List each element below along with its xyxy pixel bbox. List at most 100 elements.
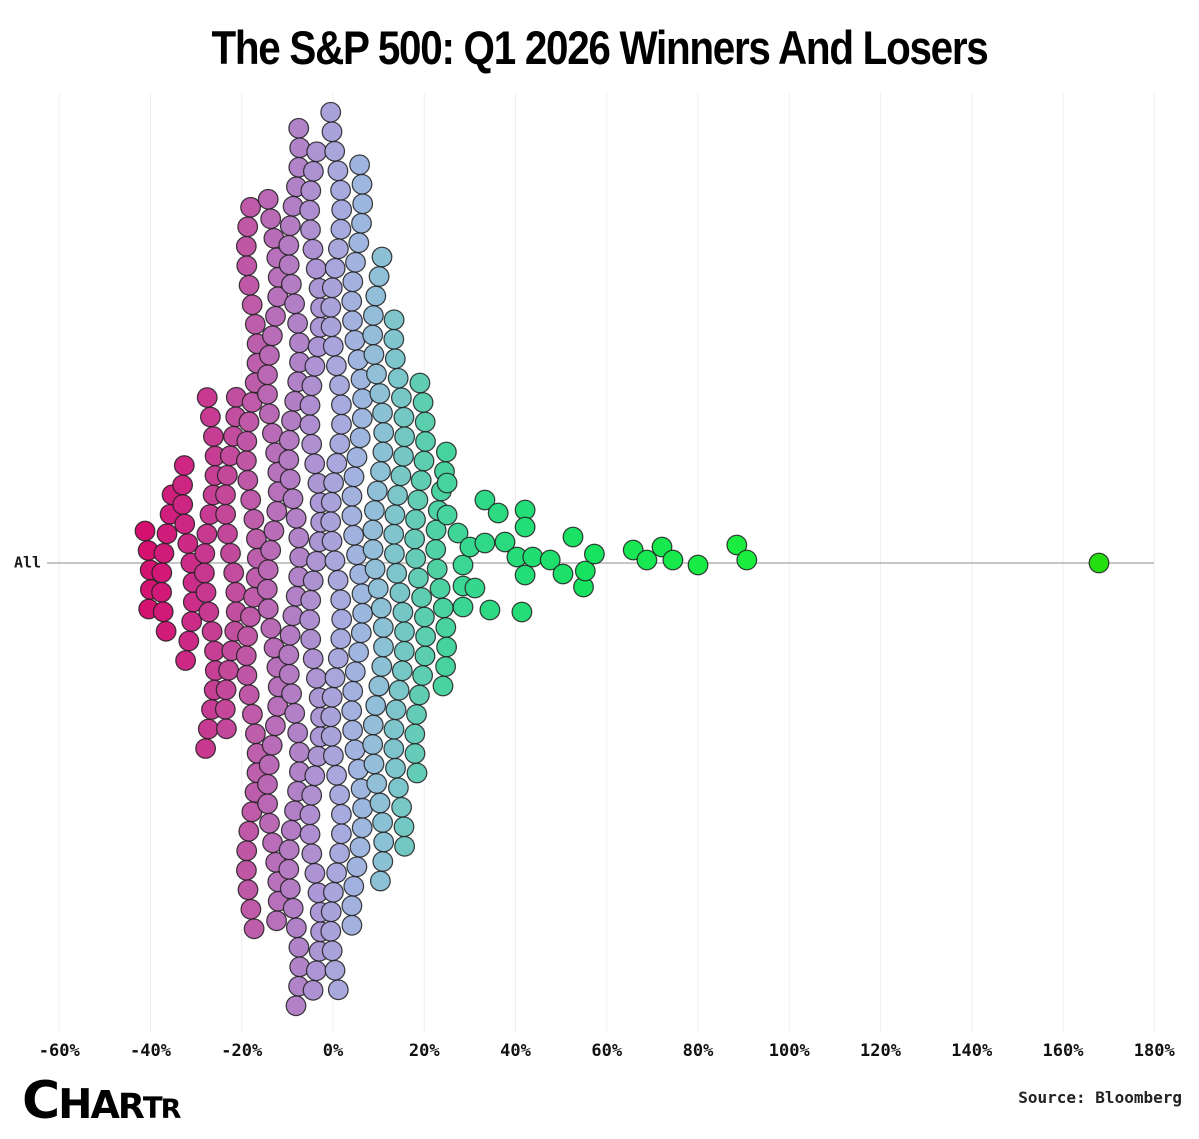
stock-dot [351, 407, 373, 429]
x-axis-tick-label: 180% [1133, 1041, 1175, 1061]
stock-dot [236, 664, 258, 686]
stock-dot [342, 680, 364, 702]
logo-letter: T [142, 1091, 163, 1125]
stock-dot [330, 218, 352, 240]
stock-dot [349, 154, 371, 176]
stock-dot [372, 402, 393, 424]
stock-dot [193, 562, 215, 584]
stock-dot [363, 753, 385, 775]
stock-dot [236, 255, 258, 277]
stock-dot [413, 450, 435, 472]
stock-dot [320, 101, 342, 123]
stock-dot [393, 445, 414, 467]
stock-dot [351, 817, 373, 839]
stock-dot [278, 429, 300, 451]
stock-dot [243, 918, 265, 940]
stock-dot [257, 598, 279, 620]
stock-dot [429, 578, 451, 599]
stock-dot [474, 489, 496, 511]
stock-dot [175, 650, 197, 671]
stock-dot [320, 316, 342, 338]
row-label-all: All [14, 553, 42, 572]
stock-dot [225, 581, 247, 603]
stock-dot [474, 532, 496, 554]
stock-dot [172, 494, 194, 515]
stock-dot [304, 355, 326, 377]
stock-dot [322, 881, 344, 903]
stock-dot [385, 699, 407, 721]
stock-dot [636, 549, 658, 571]
logo-letter: A [90, 1083, 120, 1127]
stock-dot [325, 355, 347, 377]
stock-dot [240, 898, 262, 920]
stock-dot [223, 562, 245, 584]
x-axis-tick-label: 40% [500, 1041, 531, 1061]
stock-dot [371, 656, 393, 677]
stock-dot [321, 277, 343, 299]
stock-dot [260, 208, 282, 230]
stock-dot [217, 523, 238, 545]
stock-dot [342, 310, 363, 332]
stock-dot [278, 663, 300, 685]
stock-dot [425, 539, 447, 560]
stock-dot [390, 465, 412, 487]
stock-dot [372, 617, 394, 638]
stock-dot [351, 212, 372, 234]
stock-dot [327, 647, 349, 669]
stock-dot [436, 504, 458, 526]
stock-dot [464, 577, 486, 599]
stock-dot [197, 718, 219, 740]
stock-dot [364, 558, 386, 580]
stock-dot [289, 332, 310, 354]
x-axis-tick-label: 20% [408, 1041, 440, 1061]
stock-dot [552, 563, 574, 585]
stock-dot [341, 700, 363, 722]
stock-dot [326, 764, 348, 786]
logo-letter: R [117, 1087, 145, 1127]
stock-dot [389, 582, 411, 604]
stock-dot [352, 797, 374, 819]
stock-dot [320, 920, 342, 942]
stock-dot [215, 503, 237, 525]
stock-dot [287, 722, 309, 744]
stock-dot [370, 461, 391, 482]
logo-letter: H [58, 1080, 92, 1128]
stock-dot [284, 702, 306, 724]
stock-dot [409, 372, 431, 394]
stock-dot [263, 520, 285, 542]
stock-dot [320, 706, 342, 728]
stock-dot [204, 640, 225, 662]
stock-dot [372, 812, 394, 833]
stock-dot [341, 485, 363, 507]
stock-dot [257, 383, 278, 405]
stock-dot [278, 234, 300, 256]
stock-dot [194, 543, 216, 564]
stock-dot [278, 449, 300, 471]
stock-dot [372, 441, 394, 463]
stock-dot [265, 305, 286, 327]
stock-dot [199, 406, 221, 428]
stock-dot [202, 426, 224, 447]
stock-dot [369, 792, 391, 814]
stock-dot [362, 324, 384, 346]
stock-dot [363, 344, 385, 365]
stock-dot [371, 246, 393, 268]
stock-dot [196, 523, 218, 545]
logo-letter: R [160, 1094, 182, 1125]
stock-dot [514, 564, 536, 586]
stock-dot [405, 509, 426, 530]
stock-dot [562, 526, 584, 548]
stock-dot [300, 180, 322, 202]
stock-dot [258, 344, 280, 366]
stock-dot [266, 910, 288, 932]
stock-dot [285, 995, 307, 1017]
stock-dot [282, 897, 304, 919]
stock-dot [243, 508, 265, 530]
stock-dot [366, 480, 388, 502]
stock-dot [235, 235, 257, 257]
stock-dot [436, 636, 458, 658]
stock-dot [301, 784, 323, 806]
stock-dot [368, 266, 390, 287]
stock-dot [407, 567, 429, 589]
stock-dot [370, 597, 392, 619]
